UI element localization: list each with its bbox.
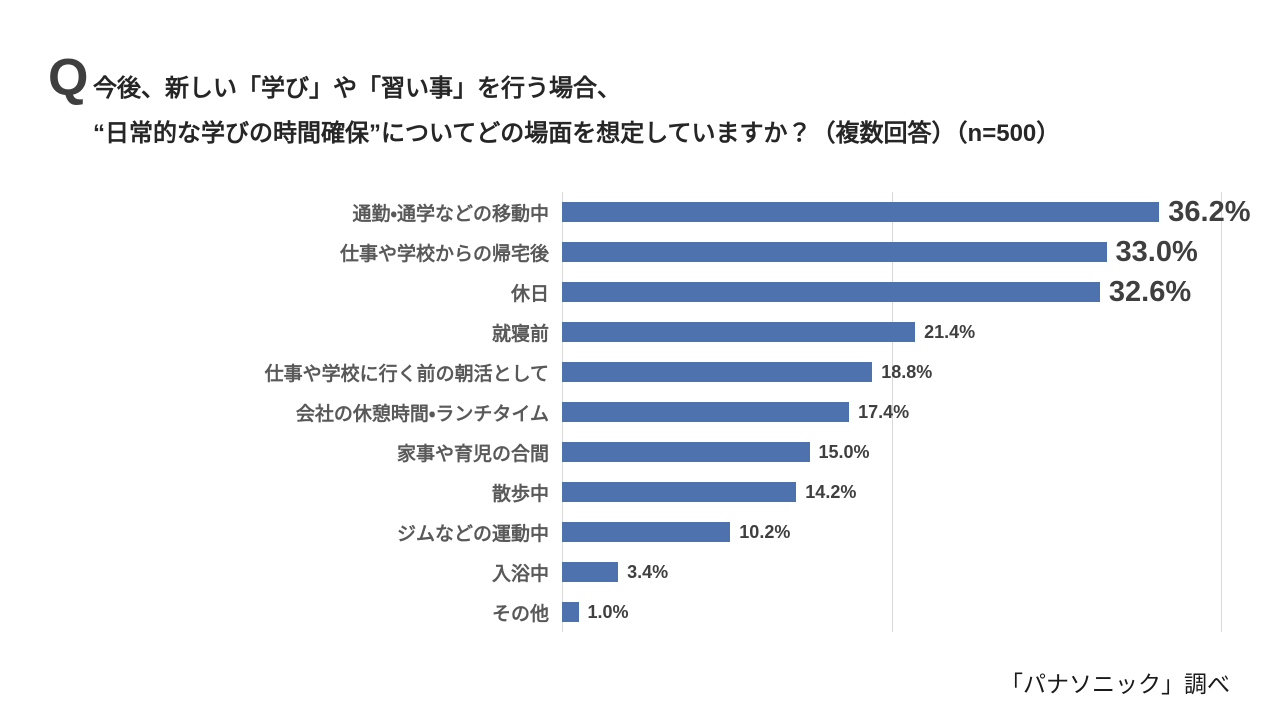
bar-row: 就寝前 21.4% — [0, 312, 1222, 352]
bar — [562, 522, 731, 542]
value-label: 18.8% — [881, 362, 933, 382]
bar-track: 33.0% — [562, 232, 1222, 272]
value-label: 32.6% — [1108, 275, 1192, 308]
bar — [562, 242, 1107, 262]
value-label: 36.2% — [1168, 195, 1251, 228]
bar-track: 3.4% — [562, 552, 1222, 592]
value-label: 17.4% — [858, 402, 910, 422]
value-label: 33.0% — [1115, 235, 1198, 268]
bar-track: 14.2% — [562, 472, 1222, 512]
question-mark-label: Q — [48, 49, 89, 107]
category-label: 通勤・通学などの移動中 — [352, 203, 549, 225]
bar-row: 会社の休憩時間・ランチタイム 17.4% — [0, 392, 1222, 432]
question-title: 今後、新しい「学び」や「習い事」を行う場合、 “日常的な学びの時間確保”について… — [93, 66, 1060, 156]
gridline-40pct — [1221, 192, 1222, 632]
bar-row: 休日 32.6% — [0, 272, 1222, 312]
bar-track: 10.2% — [562, 512, 1222, 552]
value-label: 1.0% — [587, 602, 629, 622]
category-label: 休日 — [510, 283, 549, 305]
bar-row: その他 1.0% — [0, 592, 1222, 632]
bar-chart: 通勤・通学などの移動中 36.2% 仕事や学校からの帰宅後 33.0% 休日 3… — [0, 192, 1251, 632]
value-label: 21.4% — [924, 322, 976, 342]
bar — [562, 442, 810, 462]
bar-track: 32.6% — [562, 272, 1222, 312]
bar-track: 15.0% — [562, 432, 1222, 472]
bar-row: 散歩中 14.2% — [0, 472, 1222, 512]
bar-track: 21.4% — [562, 312, 1222, 352]
bar — [562, 362, 873, 382]
category-label: 散歩中 — [491, 483, 549, 505]
bar — [562, 322, 916, 342]
bar-row: 仕事や学校に行く前の朝活として 18.8% — [0, 352, 1222, 392]
question-title-line1: 今後、新しい「学び」や「習い事」を行う場合、 — [93, 75, 621, 102]
bar-track: 36.2% — [562, 192, 1251, 232]
bar-row: 入浴中 3.4% — [0, 552, 1222, 592]
bar-track: 18.8% — [562, 352, 1222, 392]
category-label: 仕事や学校からの帰宅後 — [339, 243, 549, 265]
value-label: 10.2% — [739, 522, 791, 542]
bar — [562, 202, 1160, 222]
bar-chart-rows: 通勤・通学などの移動中 36.2% 仕事や学校からの帰宅後 33.0% 休日 3… — [0, 192, 1251, 632]
value-label: 15.0% — [818, 442, 870, 462]
category-label: 入浴中 — [491, 563, 549, 585]
bar — [562, 602, 579, 622]
category-label: 会社の休憩時間・ランチタイム — [295, 403, 549, 425]
gridline-20pct — [892, 192, 893, 632]
category-label: ジムなどの運動中 — [396, 523, 549, 545]
bar-row: 通勤・通学などの移動中 36.2% — [0, 192, 1251, 232]
bar-track: 17.4% — [562, 392, 1222, 432]
value-label: 3.4% — [627, 562, 669, 582]
value-label: 14.2% — [805, 482, 857, 502]
bar-row: 仕事や学校からの帰宅後 33.0% — [0, 232, 1222, 272]
bar-row: 家事や育児の合間 15.0% — [0, 432, 1222, 472]
bar — [562, 482, 797, 502]
category-label: 就寝前 — [491, 323, 549, 345]
bar-row: ジムなどの運動中 10.2% — [0, 512, 1222, 552]
bar — [562, 562, 619, 582]
category-label: 仕事や学校に行く前の朝活として — [264, 363, 549, 385]
question-title-line2: “日常的な学びの時間確保”についてどの場面を想定していますか？（複数回答）（n=… — [93, 120, 1061, 147]
source-note: 「パナソニック」調べ — [1000, 671, 1230, 697]
category-label: その他 — [491, 603, 549, 625]
bar — [562, 402, 850, 422]
bar — [562, 282, 1100, 302]
bar-track: 1.0% — [562, 592, 1222, 632]
category-label: 家事や育児の合間 — [396, 443, 549, 465]
